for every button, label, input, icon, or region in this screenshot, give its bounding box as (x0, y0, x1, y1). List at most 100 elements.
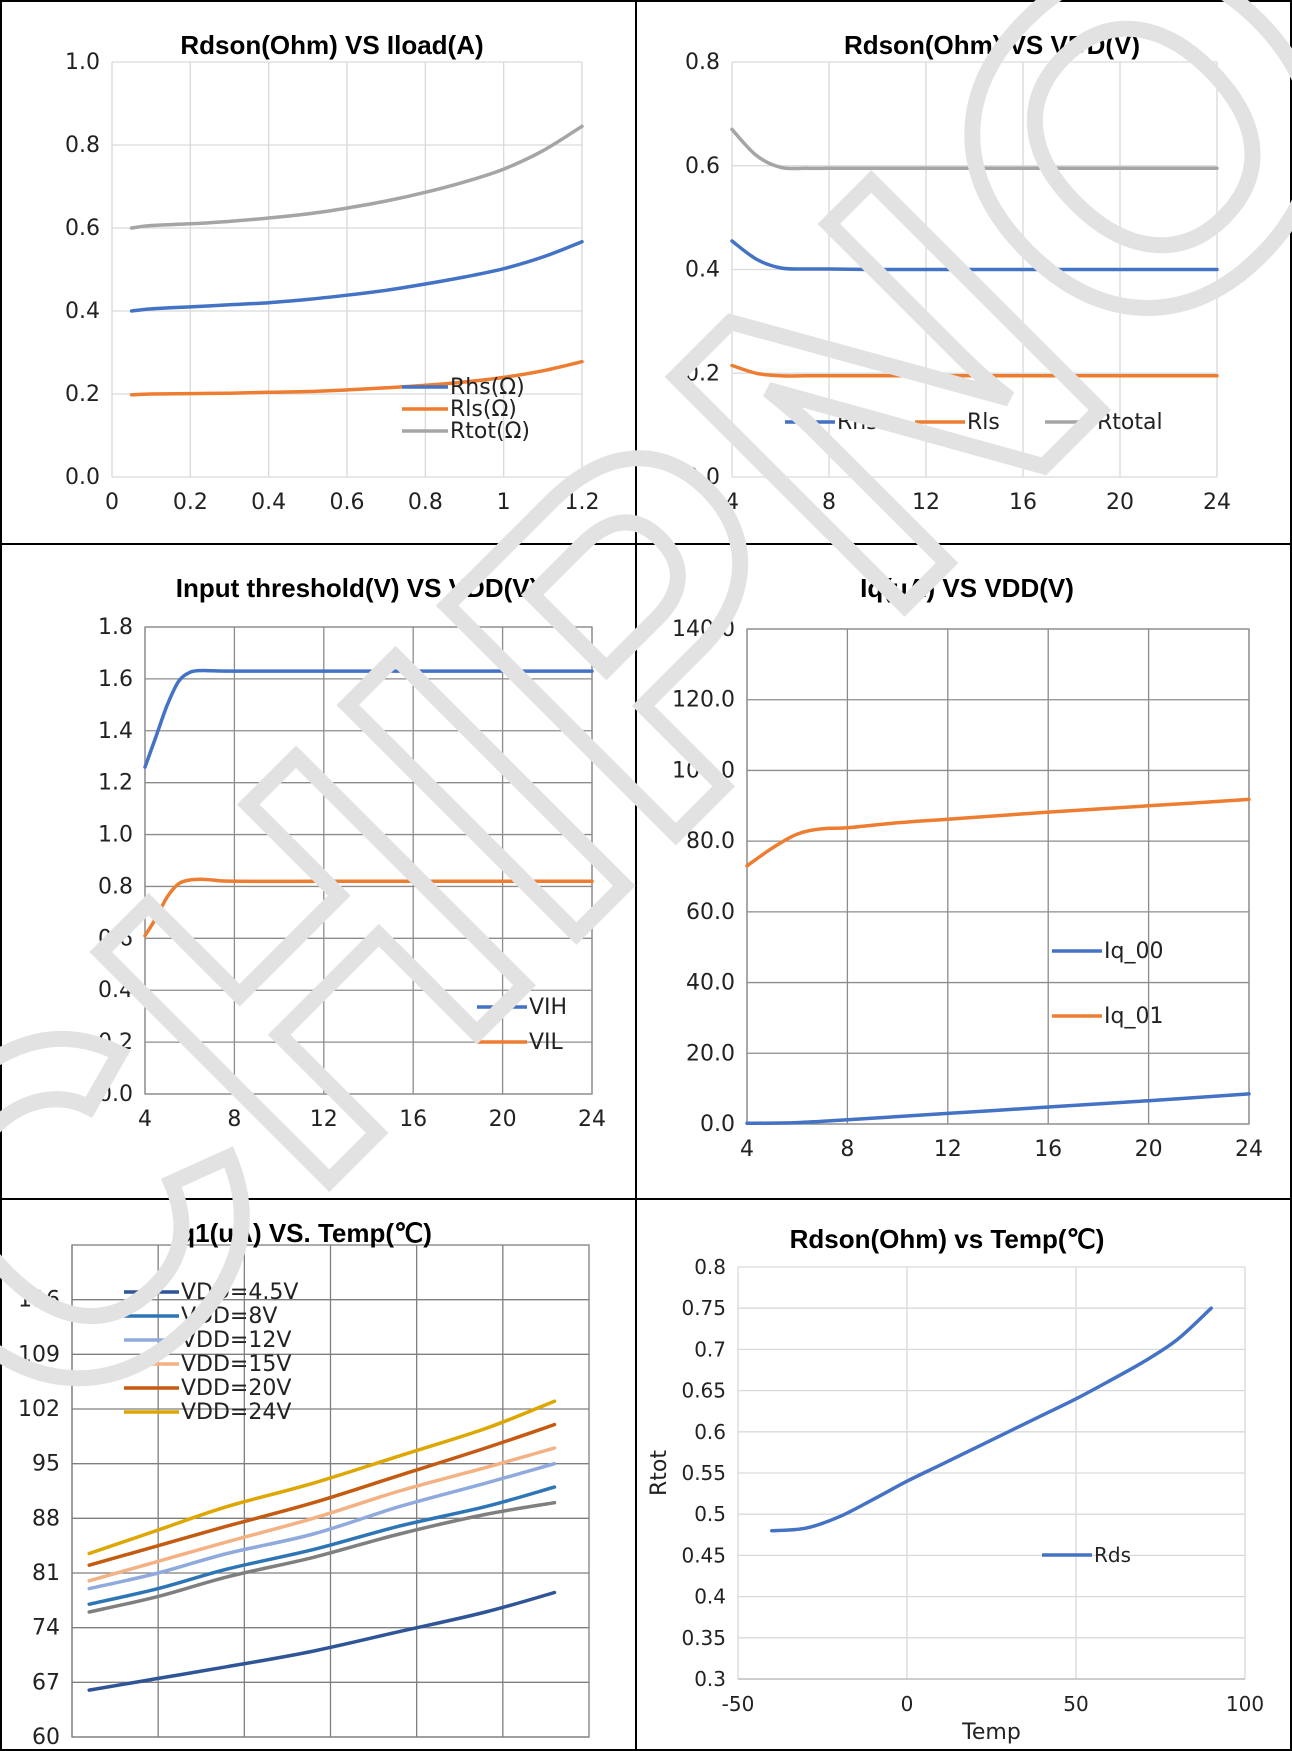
chart-title: Rdson(Ohm) vs Temp(℃) (790, 1224, 1105, 1254)
legend-label: VIH (529, 995, 567, 1020)
series-line (745, 797, 1251, 868)
plot-border (144, 626, 593, 1095)
y-tick-label: 0.4 (694, 1585, 726, 1609)
legend: VDD=4.5VVDD=8VVDD=12VVDD=15VVDD=20VVDD=2… (124, 1280, 298, 1425)
y-tick-label: 95 (32, 1452, 60, 1477)
y-axis-label: Rtot (647, 1450, 672, 1496)
legend-label: VDD=20V (181, 1376, 291, 1401)
legend: Rds (1042, 1543, 1131, 1567)
x-tick-label: 12 (912, 490, 940, 515)
gridlines (746, 628, 1250, 1125)
x-tick-label: 8 (822, 490, 836, 515)
y-tick-label: 60.0 (686, 900, 735, 925)
chart-svg: 0.3 0.35 0.4 0.45 0.5 0.55 0.6 0.65 0.7 0.75 0.8 -5… (647, 1224, 1264, 1745)
x-tick-label: 24 (578, 1107, 606, 1132)
y-tick-label: 1.2 (98, 771, 133, 796)
series-line (87, 1500, 557, 1614)
gridlines (71, 1244, 590, 1738)
y-tick-label: 0.4 (98, 978, 133, 1003)
legend-label: Rls (967, 410, 1000, 435)
chart-panel-iq-vdd: 0.0 20.0 40.0 60.0 80.0 100.0 120.0 140.0 4 8 12 16… (635, 543, 1292, 1200)
y-tick-label: 67 (32, 1670, 60, 1695)
legend: Rhs Rls Rtotal (785, 410, 1163, 435)
y-tick-label: 0.6 (65, 216, 100, 241)
legend-label: Rhs(Ω) (450, 375, 525, 400)
y-tick-label: 0.0 (98, 1082, 133, 1107)
y-tick-label: 0.4 (685, 258, 720, 283)
series-line (129, 124, 584, 230)
x-tick-label: 12 (934, 1137, 962, 1162)
x-tick-label: 4 (138, 1107, 152, 1132)
y-tick-label: 0.4 (65, 299, 100, 324)
y-tick-label: 0.75 (681, 1296, 726, 1320)
y-tick-label: 1.4 (98, 719, 133, 744)
y-tick-label: 140.0 (672, 617, 735, 642)
x-tick-label: 0 (901, 1692, 914, 1716)
x-tick-label: 16 (399, 1107, 427, 1132)
plot-border (71, 1244, 590, 1738)
legend-label: VDD=15V (181, 1352, 291, 1377)
x-tick-label: 1.2 (565, 490, 600, 515)
legend-label: VDD=8V (181, 1304, 277, 1329)
series-line (87, 1485, 557, 1606)
legend-label: VDD=4.5V (181, 1280, 298, 1305)
chart-svg: 0.0 0.2 0.4 0.6 0.8 1.0 1.2 1.4 1.6 1.8 4 8 12 16 20 24… (98, 573, 606, 1132)
series-line (143, 668, 594, 769)
legend-label: Rhs (837, 410, 878, 435)
x-tick-label: 20 (1135, 1137, 1163, 1162)
legend-label: Iq_00 (1104, 939, 1163, 964)
y-tick-label: 0.2 (685, 361, 720, 386)
y-tick-label: 120.0 (672, 688, 735, 713)
chart-title: Rdson(Ohm) VS Iload(A) (180, 30, 483, 60)
y-tick-label: 0.55 (681, 1461, 726, 1485)
x-tick-label: 20 (1106, 490, 1134, 515)
series-line (87, 1461, 557, 1591)
y-tick-label: 0.3 (694, 1667, 726, 1691)
y-tick-label: 0.45 (681, 1543, 726, 1567)
y-tick-label: 0.35 (681, 1626, 726, 1650)
chart-title: Input threshold(V) VS VDD(V) (176, 573, 539, 603)
x-tick-label: 0.6 (330, 490, 365, 515)
x-tick-label: 0.4 (251, 490, 286, 515)
y-tick-label: 0.0 (65, 465, 100, 490)
gridlines (111, 61, 583, 478)
y-tick-label: 0.0 (685, 465, 720, 490)
y-tick-label: 1.0 (98, 823, 133, 848)
x-tick-label: 16 (1009, 490, 1037, 515)
legend-label: Rls(Ω) (450, 397, 517, 422)
legend: Rhs(Ω)Rls(Ω)Rtot(Ω) (402, 375, 530, 444)
y-tick-label: 109 (18, 1342, 60, 1367)
y-tick-label: 20.0 (686, 1041, 735, 1066)
y-tick-label: 1.0 (65, 50, 100, 75)
x-tick-label: 24 (1235, 1137, 1263, 1162)
chart-panel-rdson-temp: 0.3 0.35 0.4 0.45 0.5 0.55 0.6 0.65 0.7 0.75 0.8 -5… (635, 1198, 1292, 1751)
series-line (129, 239, 584, 313)
y-tick-label: 102 (18, 1397, 60, 1422)
chart-panel-iq1-temp: 606774818895102109116-45-205305580Iq1(uA… (0, 1198, 637, 1751)
y-tick-label: 0.0 (700, 1112, 735, 1137)
series-line (87, 1399, 557, 1556)
plot-border (746, 628, 1250, 1125)
legend-label: Rtotal (1097, 410, 1163, 435)
chart-title: Rdson(Ohm) VS VDD(V) (844, 30, 1140, 60)
y-tick-label: 88 (32, 1506, 60, 1531)
chart-title: Iq(uA) VS VDD(V) (860, 573, 1074, 603)
chart-title: Iq1(uA) VS. Temp(℃) (172, 1218, 432, 1248)
y-tick-label: 40.0 (686, 971, 735, 996)
y-tick-label: 0.8 (694, 1255, 726, 1279)
legend: VIH VIL (477, 995, 567, 1055)
series-line (730, 127, 1219, 171)
series-line (129, 359, 584, 397)
chart-svg: 0.0 0.2 0.4 0.6 0.8 4 8 12 16 20 24 Rdson(Ohm) VS V… (685, 30, 1231, 515)
legend-label: Rds (1094, 1543, 1131, 1567)
x-tick-label: 8 (227, 1107, 241, 1132)
y-tick-label: 0.65 (681, 1379, 726, 1403)
y-tick-label: 0.2 (65, 382, 100, 407)
y-tick-label: 0.8 (685, 50, 720, 75)
x-tick-label: 4 (740, 1137, 754, 1162)
y-tick-label: 74 (32, 1616, 60, 1641)
gridlines (737, 1266, 1246, 1680)
chart-svg: 606774818895102109116-45-205305580Iq1(uA… (18, 1218, 590, 1749)
series-line (730, 239, 1219, 272)
